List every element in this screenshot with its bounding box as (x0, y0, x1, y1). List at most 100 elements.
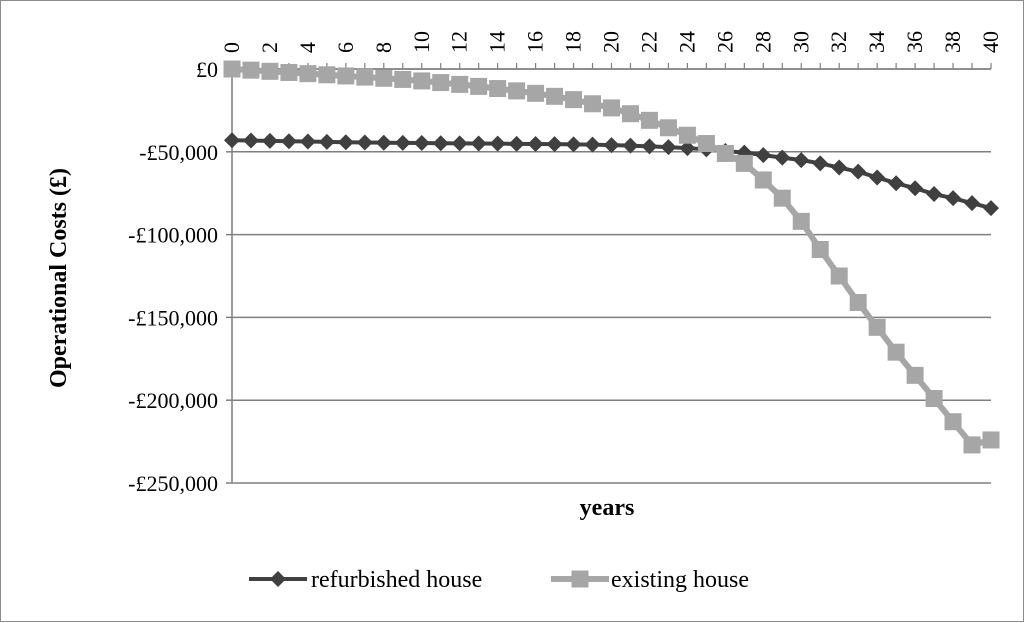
x-tick-label: 32 (826, 31, 851, 53)
data-point (735, 154, 753, 172)
data-point (774, 149, 791, 166)
data-point (242, 132, 259, 149)
legend-marker (270, 571, 286, 587)
x-tick-label: 28 (750, 31, 775, 53)
y-tick-label: -£200,000 (128, 388, 218, 413)
data-point (356, 68, 374, 86)
x-tick-label: 34 (864, 31, 889, 53)
x-tick-label: 24 (674, 31, 699, 53)
data-point (850, 163, 867, 180)
data-point (280, 133, 297, 150)
data-point (925, 390, 943, 408)
data-point (982, 431, 1000, 449)
x-tick-label: 12 (447, 31, 472, 53)
data-point (223, 60, 241, 78)
data-point (337, 134, 354, 151)
data-point (451, 135, 468, 152)
data-point (299, 133, 316, 150)
data-point (432, 135, 449, 152)
legend-marker (571, 570, 589, 588)
data-point (641, 138, 658, 155)
data-point (432, 74, 450, 92)
data-point (261, 62, 279, 80)
y-tick-label: -£100,000 (128, 223, 218, 248)
data-point (508, 82, 526, 100)
data-point (337, 67, 355, 85)
data-point (963, 436, 981, 454)
data-point (318, 133, 335, 150)
data-point (224, 132, 240, 149)
series-line (231, 66, 992, 448)
data-point (983, 200, 999, 217)
data-point (527, 136, 544, 153)
data-point (887, 343, 905, 361)
data-point (261, 132, 278, 149)
x-tick-label: 8 (371, 42, 396, 53)
data-point (697, 135, 715, 153)
data-point (527, 84, 545, 102)
x-tick-label: 18 (561, 31, 586, 53)
data-point (907, 180, 924, 197)
y-tick-label: -£250,000 (128, 471, 218, 496)
y-tick-label: -£50,000 (139, 140, 218, 165)
data-point (413, 135, 430, 152)
data-point (470, 77, 488, 95)
y-tick-label: -£150,000 (128, 305, 218, 330)
data-point (945, 190, 962, 207)
data-point (906, 366, 924, 384)
x-tick-label: 40 (978, 31, 1003, 53)
x-tick-label: 10 (409, 31, 434, 53)
x-tick-label: 22 (636, 31, 661, 53)
data-point (546, 136, 563, 153)
series-refurbished-house (224, 132, 999, 217)
data-point (489, 80, 507, 98)
data-point (792, 212, 810, 230)
data-point (754, 171, 772, 189)
data-point (603, 137, 620, 154)
data-point (831, 159, 848, 176)
data-point (394, 134, 411, 151)
data-point (888, 175, 905, 192)
data-point (621, 105, 639, 123)
data-point (660, 139, 677, 156)
data-point (584, 136, 601, 153)
data-point (830, 267, 848, 285)
axes (226, 63, 992, 484)
data-point (489, 135, 506, 152)
data-point (849, 293, 867, 311)
x-tick-label: 2 (257, 42, 282, 53)
data-point (413, 72, 431, 90)
data-point (508, 135, 525, 152)
data-point (375, 69, 393, 87)
legend: refurbished house existing house (249, 567, 749, 593)
data-point (793, 152, 810, 169)
data-point (394, 70, 412, 88)
series (223, 60, 1000, 454)
x-tick-label: 0 (219, 42, 244, 53)
legend-item: refurbished house (249, 567, 482, 593)
y-axis-title: Operational Costs (£) (46, 168, 72, 388)
data-point (812, 155, 829, 172)
data-point (375, 134, 392, 151)
data-point (640, 111, 658, 129)
series-existing-house (223, 60, 1000, 454)
data-point (964, 195, 981, 212)
data-point (811, 241, 829, 259)
tick-labels: £0 -£50,000 -£100,000 -£150,000 -£200,000 -£2… (128, 31, 1003, 496)
data-point (299, 65, 317, 83)
data-point (773, 189, 791, 207)
data-point (280, 63, 298, 81)
data-point (679, 140, 696, 157)
x-tick-label: 20 (599, 31, 624, 53)
x-tick-label: 36 (902, 31, 927, 53)
data-point (584, 95, 602, 113)
y-tick-label: £0 (196, 57, 218, 82)
data-point (659, 119, 677, 137)
data-point (546, 87, 564, 105)
data-point (242, 61, 260, 79)
data-point (622, 137, 639, 154)
x-tick-label: 6 (333, 42, 358, 53)
x-tick-label: 26 (712, 31, 737, 53)
x-tick-label: 4 (295, 42, 320, 53)
